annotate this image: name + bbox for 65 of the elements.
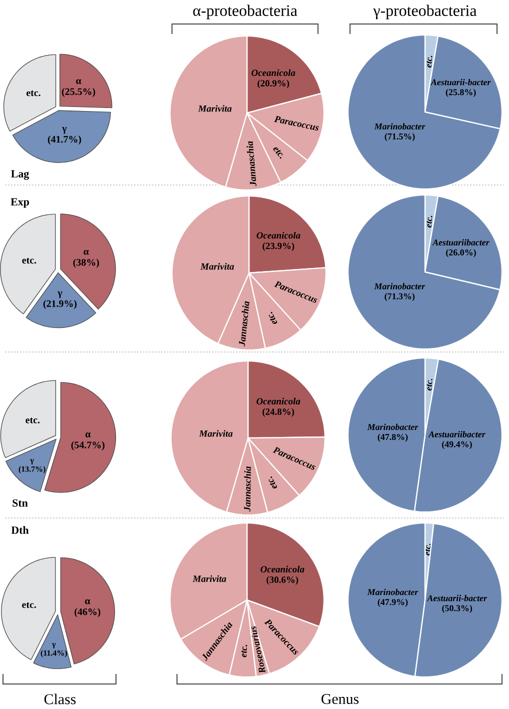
data-label: (20.9%) [258,80,290,88]
data-label: (71.5%) [384,133,415,142]
slice-label: etc. [26,90,40,96]
data-label: (54.7%) [71,441,104,450]
slice-label: Aestuariibacter [432,239,490,246]
slice-label: etc. [426,56,432,68]
slice-label: etc. [426,216,432,228]
data-label: (50.3%) [442,604,472,613]
chart-title: Dth [11,526,29,534]
slice-label: Marivita [198,105,232,112]
slice-label: γ [62,127,67,134]
data-label: (24.8%) [262,408,294,417]
slice-label: Marinobacter [367,424,418,430]
slice-label: Jannaschia [238,301,250,346]
text: Stn [12,499,28,507]
data-label: (38%) [73,258,99,268]
slice-label: Aestuariibacter [428,431,486,438]
slice-label: Marivita [192,575,226,582]
data-label: (47.9%) [378,598,408,607]
slice-label: etc. [268,312,278,324]
data-label: (25.8%) [446,88,476,98]
slice-label: Oceanicola [260,566,304,572]
slice-label: etc. [425,544,431,556]
chart-title: γ-proteobacteria [373,4,477,20]
slice-label: etc. [26,418,40,424]
slice-label: Marinobacter [367,588,418,596]
text: Lag [11,170,30,180]
slice-label: Marivita [199,430,233,437]
slice-label: etc. [22,602,36,608]
chart-title: Exp [10,198,29,208]
slice-label: α [84,250,89,255]
slice-label: Oceanicola [256,232,300,239]
data-label: (71.3%) [384,292,415,302]
data-label: (41.7%) [48,136,82,145]
slice-label: etc. [241,644,248,658]
slice-label: Jannaschia [246,141,256,186]
slice-label: Marivita [200,263,234,270]
slice-label: etc. [273,147,283,159]
slice-label: Jannaschia [244,466,251,512]
data-label: (21.9%) [43,300,77,310]
data-label: (23.9%) [262,242,294,251]
chart-title: α-proteobacteria [193,4,298,20]
slice-label: Marinobacter [374,123,426,130]
data-label: (49.4%) [442,440,472,450]
slice-label: α [85,599,90,604]
slice-label: etc. [426,378,432,391]
data-label: (26.0%) [446,249,476,258]
text: Class [44,694,76,704]
slice-label: γ [58,291,62,298]
data-label: (25.5%) [62,88,96,97]
slice-label: Aestuarii-bacter [426,594,488,602]
slice-label: Oceanicola [256,398,300,404]
slice-label: α [86,432,91,438]
slice-label: α [76,79,82,84]
slice-label: Marinobacter [374,283,426,290]
slice-label: Roseovarius [251,626,266,673]
slice-label: etc. [22,258,36,264]
data-label: (47.8%) [378,434,408,442]
data-label: (46%) [74,608,100,618]
text: Genus [322,694,359,704]
slice-label: Paracoccus [274,116,319,131]
data-label: (30.6%) [266,576,298,585]
slice-label: etc. [268,476,277,488]
slice-label: Aestuarii-bacter [430,78,491,86]
slice-label: Oceanicola [252,69,296,76]
